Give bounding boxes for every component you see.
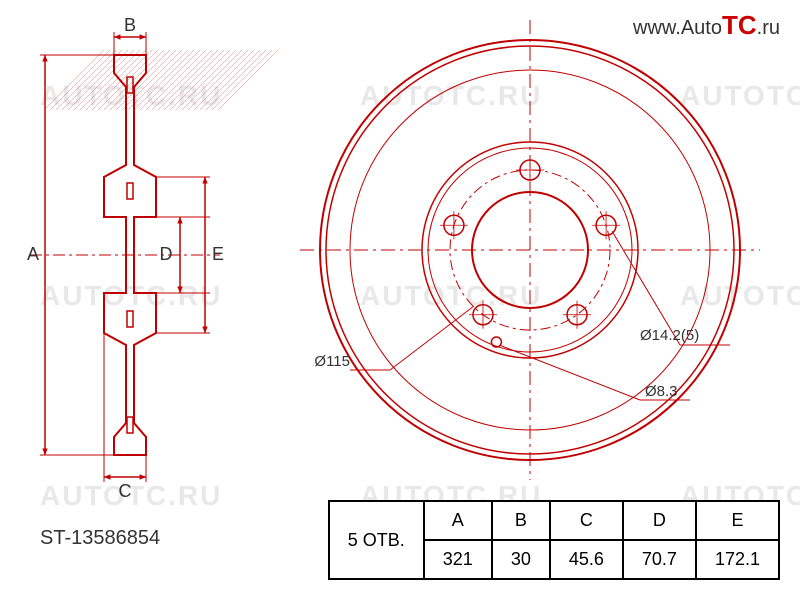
col-C: C: [550, 501, 623, 540]
side-view: A B C D E: [27, 15, 278, 501]
val-C: 45.6: [550, 540, 623, 579]
site-logo: www.AutoTC.ru: [633, 10, 780, 41]
svg-text:C: C: [119, 481, 132, 501]
svg-text:Ø14.2(5): Ø14.2(5): [640, 327, 699, 344]
col-D: D: [623, 501, 696, 540]
logo-suffix: .ru: [757, 17, 780, 39]
svg-text:A: A: [27, 244, 39, 264]
val-A: 321: [424, 540, 492, 579]
svg-text:Ø115: Ø115: [314, 353, 350, 370]
dimension-table: 5 ОТВ. A B C D E 321 30 45.6 70.7 172.1: [328, 500, 780, 580]
svg-text:Ø8.3: Ø8.3: [645, 383, 678, 400]
front-view: Ø115 Ø14.2(5) Ø8.3: [300, 20, 760, 480]
col-E: E: [696, 501, 779, 540]
table-header-row: 5 ОТВ. A B C D E: [329, 501, 779, 540]
val-D: 70.7: [623, 540, 696, 579]
logo-prefix: www.Auto: [633, 17, 722, 39]
logo-tc: TC: [722, 10, 757, 40]
table-row-label: 5 ОТВ.: [329, 501, 424, 579]
col-A: A: [424, 501, 492, 540]
svg-text:E: E: [212, 244, 224, 264]
col-B: B: [492, 501, 550, 540]
val-B: 30: [492, 540, 550, 579]
svg-text:B: B: [124, 15, 136, 35]
val-E: 172.1: [696, 540, 779, 579]
svg-text:D: D: [160, 244, 173, 264]
